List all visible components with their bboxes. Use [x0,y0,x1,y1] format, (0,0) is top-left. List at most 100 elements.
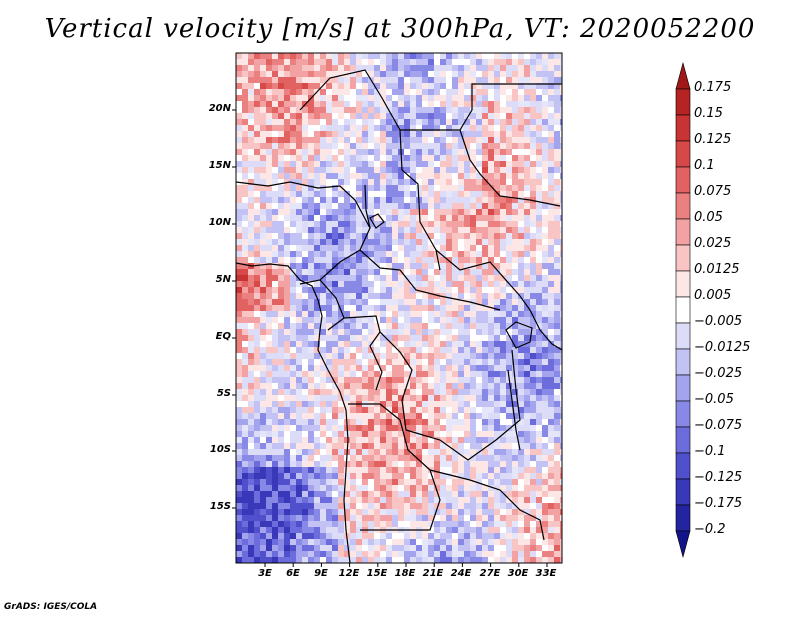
field-cell [476,215,482,221]
field-cell [554,233,560,239]
field-cell [278,509,284,515]
field-cell [464,377,470,383]
field-cell [524,299,530,305]
field-cell [446,119,452,125]
field-cell [350,137,356,143]
field-cell [254,473,260,479]
field-cell [284,485,290,491]
field-cell [554,275,560,281]
field-cell [362,119,368,125]
field-cell [428,287,434,293]
field-cell [326,329,332,335]
field-cell [446,167,452,173]
field-cell [548,437,554,443]
field-cell [404,491,410,497]
field-cell [482,203,488,209]
field-cell [266,473,272,479]
field-cell [548,359,554,365]
field-cell [320,179,326,185]
field-cell [446,551,452,557]
field-cell [266,269,272,275]
field-cell [380,539,386,545]
field-cell [236,359,242,365]
field-cell [530,83,536,89]
field-cell [266,521,272,527]
field-cell [452,137,458,143]
field-cell [428,431,434,437]
field-cell [344,311,350,317]
field-cell [254,437,260,443]
field-cell [356,179,362,185]
colorbar-segment [675,348,691,376]
map-frame [235,52,563,564]
field-cell [398,119,404,125]
field-cell [272,395,278,401]
field-cell [500,497,506,503]
field-cell [494,317,500,323]
field-cell [308,107,314,113]
field-cell [326,131,332,137]
field-cell [368,101,374,107]
field-cell [410,419,416,425]
field-cell [332,461,338,467]
field-cell [560,503,562,509]
field-cell [308,263,314,269]
field-cell [554,317,560,323]
field-cell [320,137,326,143]
field-cell [422,311,428,317]
field-cell [272,347,278,353]
field-cell [518,71,524,77]
field-cell [314,503,320,509]
field-cell [398,179,404,185]
field-cell [464,197,470,203]
field-cell [392,329,398,335]
field-cell [374,509,380,515]
field-cell [482,395,488,401]
field-cell [560,449,562,455]
field-cell [308,161,314,167]
field-cell [554,221,560,227]
field-cell [326,239,332,245]
field-cell [248,521,254,527]
field-cell [458,443,464,449]
field-cell [476,209,482,215]
field-cell [344,197,350,203]
field-cell [398,479,404,485]
field-cell [362,545,368,551]
field-cell [290,359,296,365]
field-cell [332,533,338,539]
field-cell [536,473,542,479]
field-cell [338,341,344,347]
field-cell [284,497,290,503]
field-cell [494,419,500,425]
field-cell [278,83,284,89]
field-cell [260,377,266,383]
field-cell [518,425,524,431]
field-cell [392,293,398,299]
field-cell [308,65,314,71]
field-cell [506,65,512,71]
field-cell [314,479,320,485]
field-cell [428,119,434,125]
field-cell [422,383,428,389]
field-cell [542,383,548,389]
field-cell [404,161,410,167]
field-cell [260,293,266,299]
field-cell [266,251,272,257]
field-cell [470,53,476,59]
field-cell [236,251,242,257]
field-cell [386,167,392,173]
field-cell [266,461,272,467]
field-cell [326,203,332,209]
field-cell [374,431,380,437]
field-cell [512,191,518,197]
field-cell [296,173,302,179]
field-cell [260,299,266,305]
field-cell [308,509,314,515]
field-cell [494,449,500,455]
field-cell [380,515,386,521]
lat-label-5s: 5S [216,388,231,399]
field-cell [506,131,512,137]
field-cell [350,377,356,383]
field-cell [428,281,434,287]
